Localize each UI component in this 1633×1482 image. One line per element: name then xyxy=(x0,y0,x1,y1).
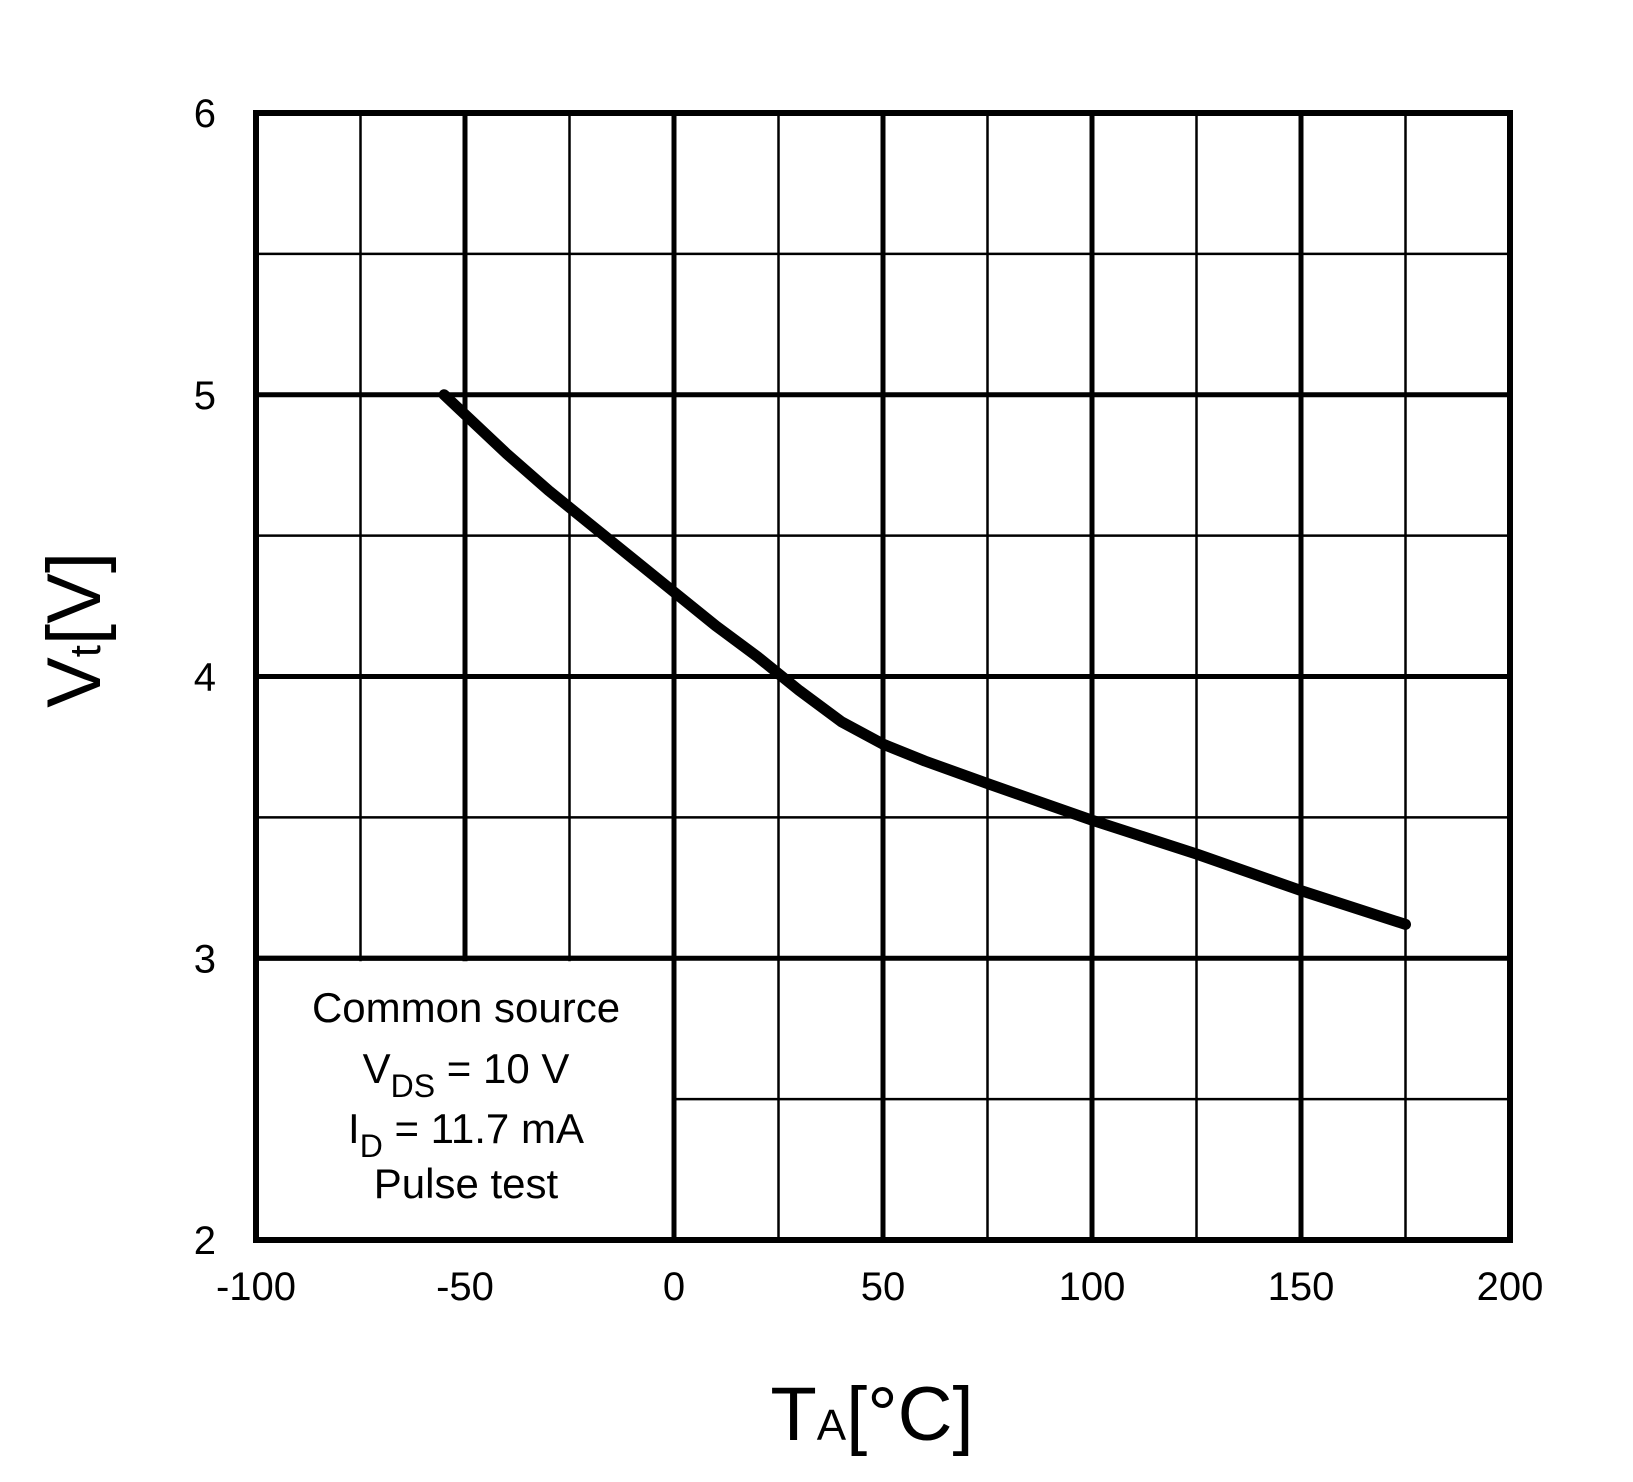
x-tick-label: -50 xyxy=(436,1265,494,1309)
grid xyxy=(253,110,1513,1243)
annotation-line-4: Pulse test xyxy=(374,1160,559,1207)
x-tick-label: 150 xyxy=(1268,1265,1335,1309)
plot-frame xyxy=(253,110,1513,1243)
x-tick-label: 200 xyxy=(1477,1265,1544,1309)
annotation-line-3: ID = 11.7 mA xyxy=(348,1105,584,1164)
annotation-line-1: Common source xyxy=(312,984,620,1031)
x-tick-label: 0 xyxy=(663,1265,685,1309)
y-tick-label: 3 xyxy=(194,937,216,981)
y-tick-label: 4 xyxy=(194,656,216,700)
y-tick-label: 5 xyxy=(194,374,216,418)
annotation-box-borders xyxy=(253,955,677,1243)
y-tick-label: 6 xyxy=(194,92,216,136)
series-line-0 xyxy=(438,389,1411,930)
x-tick-label: -100 xyxy=(216,1265,296,1309)
x-axis-title: TA[°C] xyxy=(770,1372,973,1457)
tick-labels: -100 -50 0 50 100 150 200 2 3 4 5 6 xyxy=(194,92,1544,1309)
y-axis-title: Vt[V] xyxy=(32,552,117,708)
x-tick-label: 50 xyxy=(861,1265,906,1309)
x-tick-label: 100 xyxy=(1059,1265,1126,1309)
series-layer xyxy=(438,389,1411,930)
annotation-box xyxy=(259,961,672,1238)
y-tick-label: 2 xyxy=(194,1219,216,1263)
annotation-line-2: VDS = 10 V xyxy=(363,1045,570,1104)
